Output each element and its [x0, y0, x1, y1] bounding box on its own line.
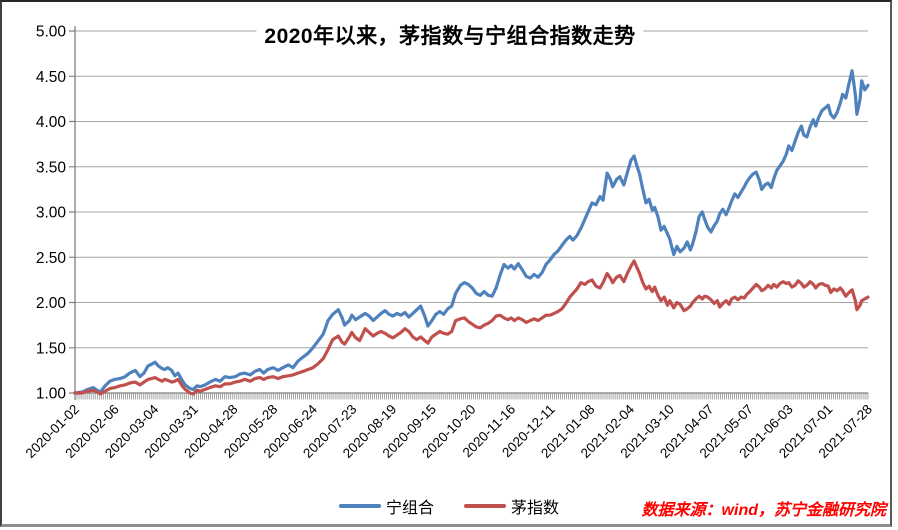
series-line-mao-index — [73, 259, 870, 396]
series-line-ning-portfolio — [73, 69, 870, 395]
legend-item-ning: 宁组合 — [338, 494, 434, 518]
y-axis-tick-label: 1.00 — [36, 386, 67, 403]
x-axis-labels-group: 2020-01-022020-02-062020-03-042020-03-31… — [23, 401, 875, 461]
chart-title: 2020年以来，茅指数与宁组合指数走势 — [256, 20, 644, 50]
y-axis-labels-group: 5.00 4.50 4.00 3.50 3.00 2.50 2.00 1.50 1.00 — [36, 24, 67, 403]
y-axis-tick-label: 4.00 — [36, 114, 67, 131]
mao-line-swatch-icon — [464, 504, 506, 508]
axes-group — [69, 26, 869, 400]
series-lines-group — [73, 69, 870, 396]
legend-label-mao: 茅指数 — [511, 500, 560, 517]
gridlines-group — [75, 30, 868, 349]
y-axis-tick-label: 2.50 — [36, 250, 67, 267]
y-axis-tick-marks — [69, 30, 75, 394]
y-axis-tick-label: 5.00 — [36, 24, 67, 41]
legend-label-ning: 宁组合 — [385, 500, 434, 517]
ning-line-swatch-icon — [338, 504, 381, 508]
data-source-note: 数据来源：wind，苏宁金融研究院 — [641, 502, 886, 519]
y-axis-tick-label: 3.50 — [36, 159, 67, 176]
legend-item-mao: 茅指数 — [464, 494, 559, 518]
y-axis-tick-label: 3.00 — [36, 205, 67, 222]
y-axis-tick-label: 2.00 — [36, 295, 67, 312]
x-axis-minor-ticks — [74, 393, 869, 400]
y-axis-tick-label: 4.50 — [36, 69, 67, 86]
y-axis-tick-label: 1.50 — [36, 340, 67, 357]
chart-legend: 宁组合 茅指数 — [0, 494, 898, 518]
